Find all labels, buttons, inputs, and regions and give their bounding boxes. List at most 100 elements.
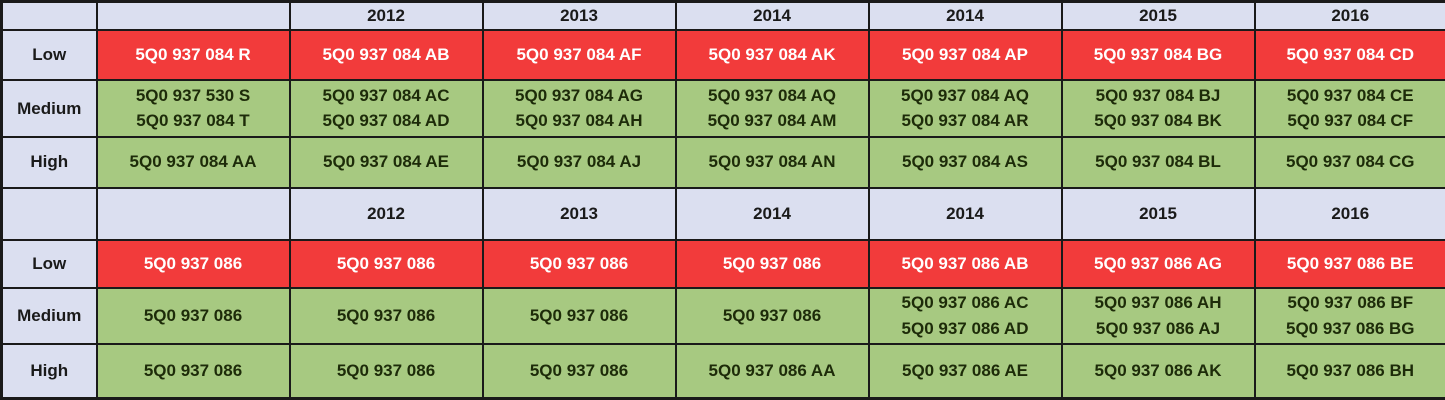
part-number-cell: 5Q0 937 084 AQ 5Q0 937 084 AR: [867, 79, 1063, 138]
part-number-cell: 5Q0 937 086: [288, 239, 484, 289]
part-number-cell: 5Q0 937 086: [674, 286, 870, 346]
part-number: 5Q0 937 086: [143, 361, 243, 381]
part-number: 5Q0 937 084 AP: [901, 45, 1028, 65]
part-number-cell: 5Q0 937 084 AF: [481, 28, 677, 82]
part-number: 5Q0 937 086 BG: [1285, 318, 1415, 338]
year-cell: 2014: [674, 186, 870, 242]
part-number-cell: 5Q0 937 086: [481, 239, 677, 289]
year-cell: 2016: [1253, 0, 1445, 31]
part-number: 5Q0 937 086: [143, 306, 243, 326]
part-number: 5Q0 937 086: [529, 306, 629, 326]
part-number-cell: 5Q0 937 086: [674, 239, 870, 289]
part-number-cell: 5Q0 937 086 AH 5Q0 937 086 AJ: [1060, 286, 1256, 346]
part-number: 5Q0 937 086: [336, 361, 436, 381]
part-number-cell: 5Q0 937 084 AA: [95, 135, 291, 189]
part-number-cell: 5Q0 937 086 AG: [1060, 239, 1256, 289]
part-number: 5Q0 937 084 BJ: [1095, 85, 1221, 105]
part-number: 5Q0 937 086: [529, 254, 629, 274]
part-number-cell: 5Q0 937 084 AG 5Q0 937 084 AH: [481, 79, 677, 138]
part-number: 5Q0 937 084 AD: [322, 111, 450, 131]
part-number: 5Q0 937 084 CF: [1287, 111, 1414, 131]
part-number: 5Q0 937 084 AE: [322, 152, 449, 172]
part-number-cell: 5Q0 937 086 BH: [1253, 343, 1445, 400]
year-cell: 2015: [1060, 186, 1256, 242]
part-number: 5Q0 937 086: [336, 254, 436, 274]
year-cell: 2013: [481, 0, 677, 31]
part-number-cell: 5Q0 937 086: [288, 286, 484, 346]
part-number: 5Q0 937 086 AB: [901, 254, 1029, 274]
part-number-cell: 5Q0 937 084 CE 5Q0 937 084 CF: [1253, 79, 1445, 138]
corner-cell: [0, 186, 98, 242]
part-number: 5Q0 937 084 AB: [322, 45, 450, 65]
part-number-cell: 5Q0 937 084 AJ: [481, 135, 677, 189]
part-number-cell: 5Q0 937 084 AP: [867, 28, 1063, 82]
part-number: 5Q0 937 084 R: [135, 45, 251, 65]
part-number: 5Q0 937 086 AH: [1094, 293, 1222, 313]
part-number: 5Q0 937 084 AS: [901, 152, 1028, 172]
part-number-cell: 5Q0 937 086 AE: [867, 343, 1063, 400]
part-number: 5Q0 937 530 S: [135, 85, 251, 105]
part-number-cell: 5Q0 937 086: [95, 286, 291, 346]
part-number-cell: 5Q0 937 084 AC 5Q0 937 084 AD: [288, 79, 484, 138]
part-number: 5Q0 937 086 BF: [1287, 293, 1414, 313]
blank-year-cell: [95, 0, 291, 31]
part-number-cell: 5Q0 937 084 BJ 5Q0 937 084 BK: [1060, 79, 1256, 138]
data-row-low: Low 5Q0 937 086 5Q0 937 086 5Q0 937 086 5Q0 …: [0, 239, 1445, 289]
part-number-cell: 5Q0 937 084 AK: [674, 28, 870, 82]
part-number: 5Q0 937 086: [722, 254, 822, 274]
part-number: 5Q0 937 086 AA: [708, 361, 836, 381]
part-number-cell: 5Q0 937 084 CG: [1253, 135, 1445, 189]
part-number-cell: 5Q0 937 086 BF 5Q0 937 086 BG: [1253, 286, 1445, 346]
part-number-cell: 5Q0 937 086: [481, 286, 677, 346]
data-row-low: Low 5Q0 937 084 R 5Q0 937 084 AB 5Q0 937 08…: [0, 28, 1445, 82]
part-number-cell: 5Q0 937 084 AN: [674, 135, 870, 189]
row-label-high: High: [0, 343, 98, 400]
part-number: 5Q0 937 086 AC: [901, 293, 1029, 313]
year-cell: 2012: [288, 186, 484, 242]
part-number: 5Q0 937 084 AQ: [901, 85, 1029, 105]
part-number-cell: 5Q0 937 086 AA: [674, 343, 870, 400]
part-number-cell: 5Q0 937 084 AQ 5Q0 937 084 AM: [674, 79, 870, 138]
data-row-high: High 5Q0 937 084 AA 5Q0 937 084 AE 5Q0 937 …: [0, 135, 1445, 189]
part-number: 5Q0 937 084 AK: [708, 45, 836, 65]
part-number-cell: 5Q0 937 086: [95, 239, 291, 289]
year-cell: 2012: [288, 0, 484, 31]
part-number-cell: 5Q0 937 084 BG: [1060, 28, 1256, 82]
row-label-high: High: [0, 135, 98, 189]
part-number: 5Q0 937 086: [529, 361, 629, 381]
part-number: 5Q0 937 084 AG: [515, 85, 643, 105]
row-label-low: Low: [0, 239, 98, 289]
part-number: 5Q0 937 086 AE: [901, 361, 1028, 381]
part-number: 5Q0 937 084 AF: [516, 45, 642, 65]
part-number: 5Q0 937 086 AJ: [1095, 318, 1221, 338]
part-number-cell: 5Q0 937 086: [288, 343, 484, 400]
part-number: 5Q0 937 084 BK: [1094, 111, 1222, 131]
part-number: 5Q0 937 086: [336, 306, 436, 326]
part-number-cell: 5Q0 937 086: [95, 343, 291, 400]
year-header-row: 2012 2013 2014 2014 2015 2016: [0, 186, 1445, 242]
part-number: 5Q0 937 086 BE: [1286, 254, 1414, 274]
part-number: 5Q0 937 084 BL: [1095, 152, 1221, 172]
part-number: 5Q0 937 084 AC: [322, 85, 450, 105]
row-label-medium: Medium: [0, 286, 98, 346]
data-row-medium: Medium 5Q0 937 530 S 5Q0 937 084 T 5Q0 937 …: [0, 79, 1445, 138]
part-number: 5Q0 937 084 AR: [901, 111, 1029, 131]
part-number: 5Q0 937 084 AJ: [516, 152, 642, 172]
part-number: 5Q0 937 084 AM: [707, 111, 837, 131]
part-number: 5Q0 937 084 CE: [1286, 85, 1414, 105]
part-number-cell: 5Q0 937 530 S 5Q0 937 084 T: [95, 79, 291, 138]
row-label-low: Low: [0, 28, 98, 82]
part-number-cell: 5Q0 937 084 AE: [288, 135, 484, 189]
part-number-cell: 5Q0 937 084 AS: [867, 135, 1063, 189]
year-cell: 2016: [1253, 186, 1445, 242]
year-cell: 2015: [1060, 0, 1256, 31]
part-number-cell: 5Q0 937 086 AK: [1060, 343, 1256, 400]
year-cell: 2014: [867, 0, 1063, 31]
part-number: 5Q0 937 084 AA: [129, 152, 257, 172]
part-number: 5Q0 937 086 AK: [1094, 361, 1222, 381]
part-number: 5Q0 937 086 AD: [901, 318, 1029, 338]
part-number: 5Q0 937 086 BH: [1286, 361, 1415, 381]
part-number: 5Q0 937 084 AQ: [708, 85, 836, 105]
